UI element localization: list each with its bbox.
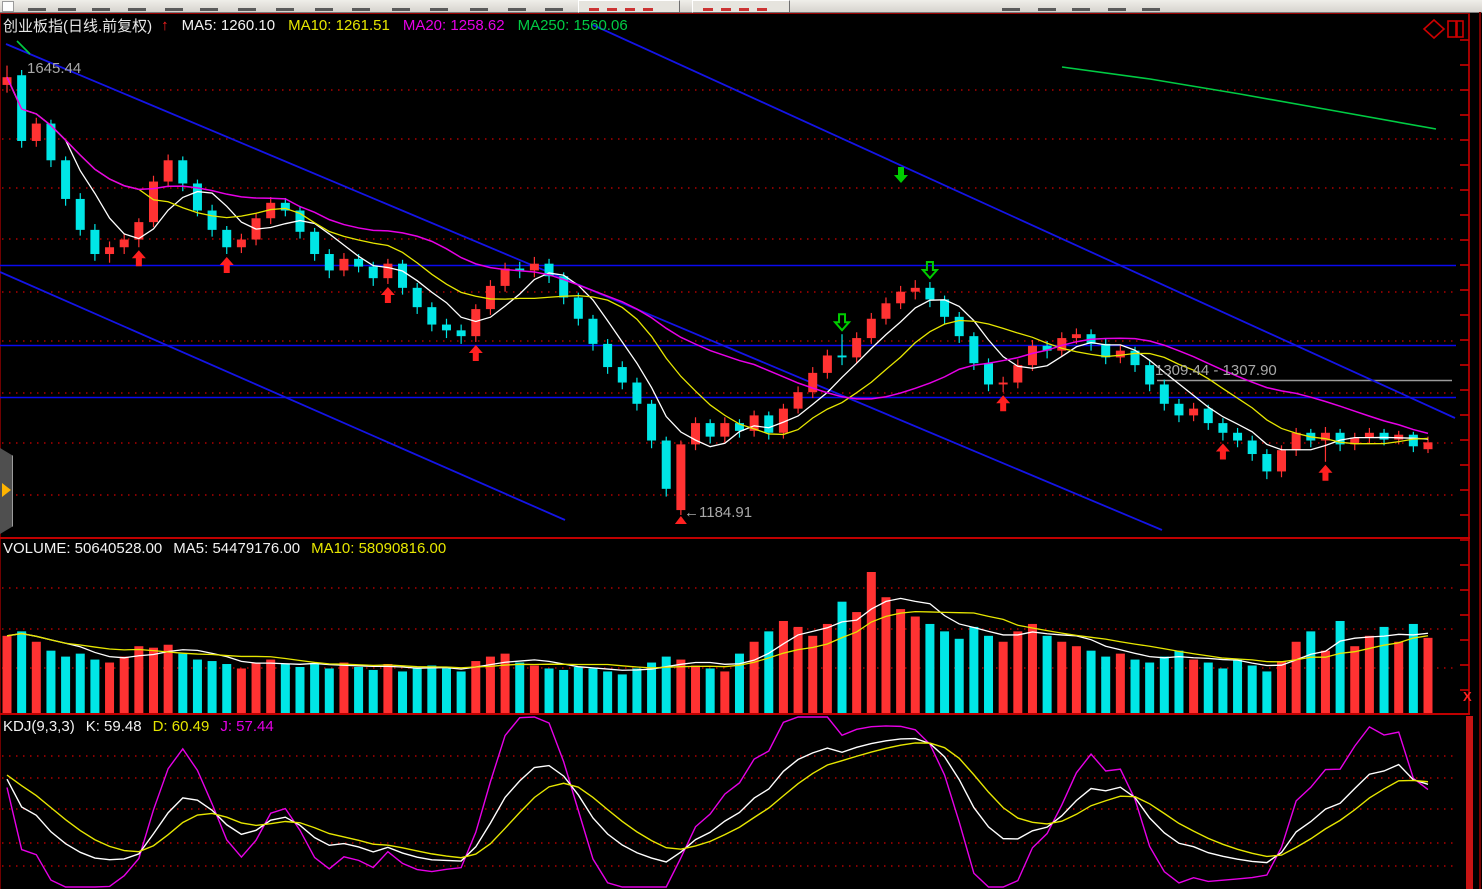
clipped-menu-item[interactable] bbox=[238, 8, 256, 11]
toolbar-button-2[interactable] bbox=[692, 0, 790, 13]
kdj-title-label: KDJ(9,3,3) bbox=[3, 718, 75, 735]
volume-pane-top-border bbox=[0, 537, 1470, 539]
volume-pane-close-icon[interactable]: X bbox=[1463, 689, 1472, 704]
clipped-menu-item[interactable] bbox=[1002, 8, 1020, 11]
kdj-pane-header: KDJ(9,3,3) K: 59.48 D: 60.49 J: 57.44 bbox=[3, 718, 274, 735]
chart-corner-icons bbox=[1422, 18, 1464, 40]
ma10-label: MA10: 1261.51 bbox=[288, 17, 390, 34]
clipped-menu-item[interactable] bbox=[58, 8, 76, 11]
ma250-label: MA250: 1560.06 bbox=[517, 17, 628, 34]
ma5-label: MA5: 1260.10 bbox=[181, 17, 276, 34]
toolbar-button-2-glyph bbox=[703, 8, 713, 11]
right-border bbox=[1479, 12, 1481, 889]
clipped-menu-item[interactable] bbox=[508, 8, 526, 11]
clipped-menu-item[interactable] bbox=[352, 8, 370, 11]
kdj-k-label: K: 59.48 bbox=[85, 718, 142, 735]
clipped-menu-item[interactable] bbox=[315, 8, 333, 11]
clipped-menu-item[interactable] bbox=[28, 8, 46, 11]
clipped-menu-item[interactable] bbox=[165, 8, 183, 11]
clipped-menu-item[interactable] bbox=[1038, 8, 1056, 11]
right-scrollbar[interactable] bbox=[1466, 716, 1473, 889]
ma20-label: MA20: 1258.62 bbox=[402, 17, 505, 34]
volume-ma5-label: MA5: 54479176.00 bbox=[173, 540, 301, 557]
expand-arrow-icon[interactable] bbox=[2, 483, 11, 497]
split-window-icon-right[interactable] bbox=[1456, 20, 1464, 38]
clipped-menu-item[interactable] bbox=[1108, 8, 1126, 11]
clipped-menu-item[interactable] bbox=[92, 8, 110, 11]
clipped-menu-item[interactable] bbox=[545, 8, 563, 11]
instrument-title: 创业板指(日线.前复权) bbox=[3, 18, 153, 35]
menu-bar bbox=[0, 0, 1482, 13]
volume-pane-header: VOLUME: 50640528.00 MA5: 54479176.00 MA1… bbox=[3, 540, 446, 557]
clipped-menu-item[interactable] bbox=[276, 8, 294, 11]
clipped-menu-item[interactable] bbox=[200, 8, 218, 11]
clipped-menu-item[interactable] bbox=[1142, 8, 1160, 11]
trend-up-arrow-icon: ↑ bbox=[161, 17, 169, 34]
volume-ma10-label: MA10: 58090816.00 bbox=[311, 540, 447, 557]
main-chart-header: 创业板指(日线.前复权) ↑ MA5: 1260.10 MA10: 1261.5… bbox=[3, 15, 628, 36]
kdj-d-label: D: 60.49 bbox=[152, 718, 210, 735]
toolbar-button-1-glyph bbox=[589, 8, 599, 11]
kdj-pane-top-border bbox=[0, 713, 1470, 715]
chart-top-border bbox=[0, 13, 1470, 14]
app-icon bbox=[2, 1, 14, 12]
clipped-menu-item[interactable] bbox=[470, 8, 488, 11]
period-high-label: 1645.44 bbox=[27, 60, 82, 77]
kdj-j-label: J: 57.44 bbox=[220, 718, 274, 735]
split-window-icon[interactable] bbox=[1447, 20, 1457, 38]
period-low-label: ←1184.91 bbox=[684, 504, 753, 521]
diamond-marker-icon[interactable] bbox=[1422, 18, 1446, 40]
clipped-menu-item[interactable] bbox=[392, 8, 410, 11]
volume-value-label: VOLUME: 50640528.00 bbox=[3, 540, 163, 557]
price-range-label: 1309.44 - 1307.90 bbox=[1155, 362, 1277, 379]
clipped-menu-item[interactable] bbox=[128, 8, 146, 11]
clipped-menu-item[interactable] bbox=[430, 8, 448, 11]
toolbar-button-1[interactable] bbox=[578, 0, 680, 13]
clipped-menu-item[interactable] bbox=[1072, 8, 1090, 11]
